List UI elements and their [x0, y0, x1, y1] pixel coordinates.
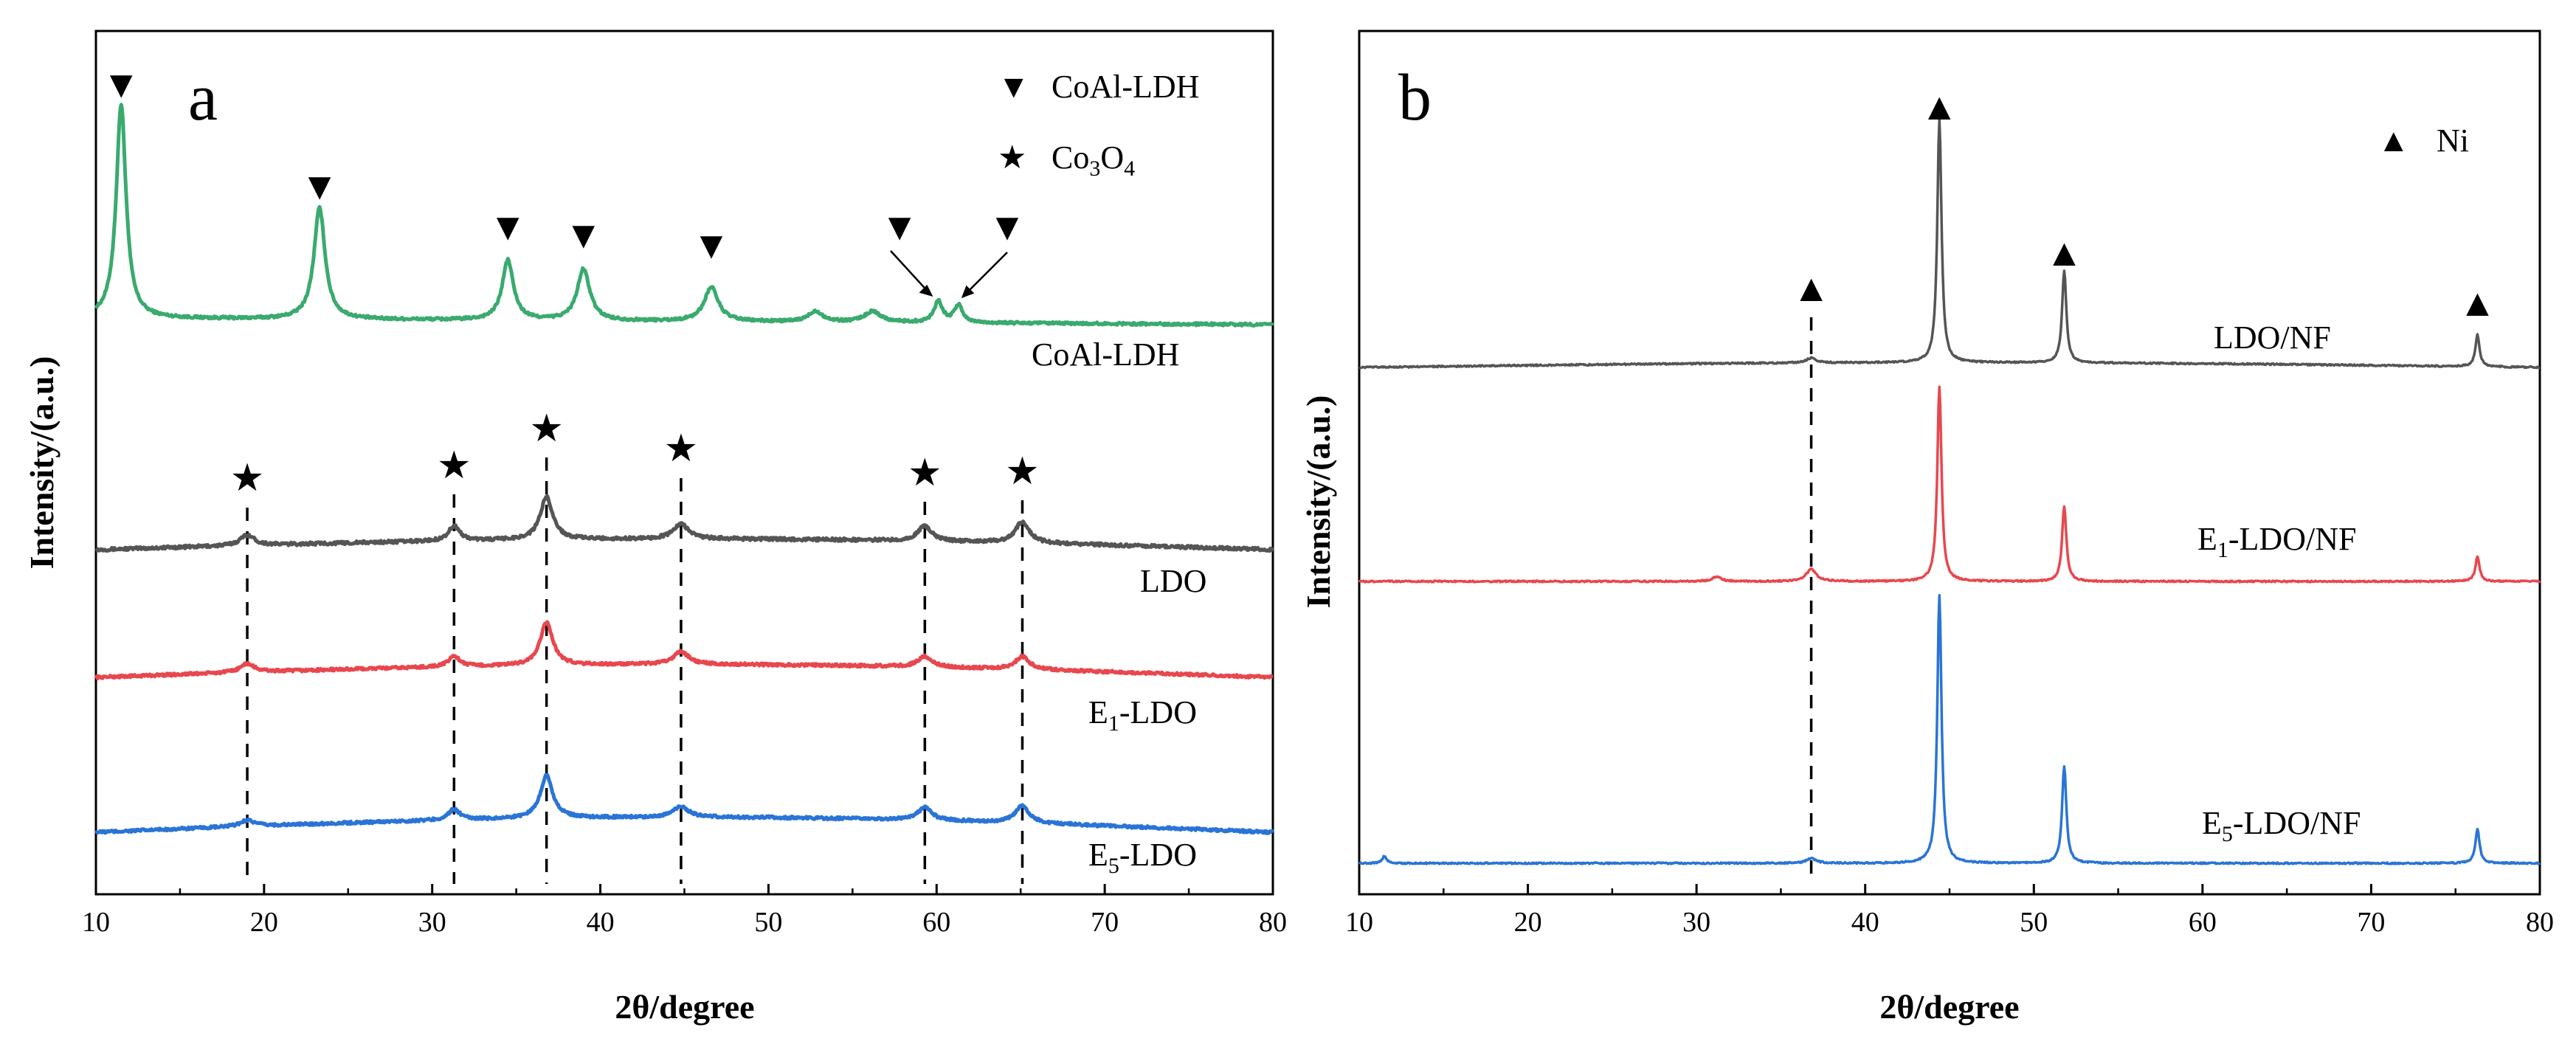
- panel-a-markers: ▼ ▼ ▼ ▼ ▼ ▼ ▼ ★ ★ ★ ★ ★ ★: [102, 64, 1039, 500]
- curve-e1-ldo-nf: [1358, 385, 2541, 584]
- panel-b-xlabel: 2θ/degree: [1879, 988, 2019, 1026]
- xtick-label-40: 40: [1851, 907, 1879, 938]
- label-e5-ldo-nf: E5-LDO/NF: [2202, 805, 2361, 846]
- marker-co3o4-44.8: ★: [664, 428, 699, 470]
- panel-a-legend: ▼ CoAl-LDH ★ Co3O4: [998, 69, 1199, 181]
- xtick-label-30: 30: [418, 907, 446, 938]
- marker-ni-76.3: ▲: [2459, 283, 2496, 325]
- label-e1-ldo: E1-LDO: [1088, 694, 1197, 736]
- panel-a-letter: a: [188, 61, 218, 134]
- panel-b-letter: b: [1398, 61, 1432, 134]
- marker-ni-36.8: ▲: [1792, 268, 1830, 310]
- curve-ldo-nf: [1358, 118, 2541, 370]
- panel-a-peak-arrows: [890, 250, 1008, 299]
- label-coal-ldh: CoAl-LDH: [1032, 336, 1179, 373]
- panel-a-xlabel: 2θ/degree: [615, 988, 754, 1026]
- xtick-label-60: 60: [922, 907, 950, 938]
- marker-coal-ldh-64.2: ▼: [988, 207, 1026, 249]
- xtick-label-60: 60: [2189, 907, 2217, 938]
- panel-b-legend: ▲ Ni: [2378, 122, 2469, 159]
- curve-ldo: [94, 494, 1275, 553]
- panel-b-ylabel: Intensity/(a.u.): [1299, 395, 1337, 609]
- xtick-label-20: 20: [1514, 907, 1542, 938]
- xtick-label-10: 10: [1345, 907, 1373, 938]
- marker-coal-ldh-23.3: ▼: [300, 166, 338, 208]
- marker-co3o4-59.3: ★: [908, 452, 942, 494]
- arrow-right: [962, 252, 1008, 297]
- arrow-left-head: [919, 284, 933, 297]
- panel-b: b ▲ Ni ▲ ▲ ▲ ▲ 10 20 30 40 50 60 70 80 LDO/NF E1-L…: [1299, 30, 2554, 1026]
- marker-coal-ldh-39: ▼: [564, 215, 602, 257]
- xtick-label-10: 10: [82, 907, 110, 938]
- marker-co3o4-65.1: ★: [1005, 451, 1040, 493]
- panel-a: a ▼ CoAl-LDH ★ Co3O4 ▼ ▼ ▼ ▼ ▼ ▼ ▼ ★ ★ ★ ★ ★ ★ 10 20 3…: [23, 30, 1287, 1026]
- legend-ni-label: Ni: [2437, 122, 2469, 159]
- arrow-right-head: [961, 285, 975, 299]
- legend-ni-symbol: ▲: [2378, 122, 2410, 159]
- label-e1-ldo-nf: E1-LDO/NF: [2197, 521, 2356, 562]
- xtick-label-70: 70: [1091, 907, 1119, 938]
- label-e5-ldo: E5-LDO: [1088, 837, 1197, 878]
- marker-coal-ldh-11.5: ▼: [102, 64, 139, 106]
- label-ldo-nf: LDO/NF: [2214, 319, 2331, 356]
- xtick-label-30: 30: [1682, 907, 1710, 938]
- curve-e5-ldo-nf: [1358, 594, 2541, 865]
- marker-co3o4-31.3: ★: [437, 445, 472, 487]
- xtick-label-40: 40: [587, 907, 615, 938]
- marker-coal-ldh-57.8: ▼: [880, 207, 918, 249]
- legend-co3o4-symbol: ★: [998, 139, 1026, 176]
- xtick-label-20: 20: [250, 907, 278, 938]
- marker-ni-51.8: ▲: [2045, 232, 2083, 274]
- panel-a-ylabel: Intensity/(a.u.): [23, 356, 61, 570]
- panel-b-x-axis: 10 20 30 40 50 60 70 80: [1345, 884, 2554, 938]
- marker-ni-44.4: ▲: [1921, 86, 1958, 128]
- xtick-label-70: 70: [2357, 907, 2385, 938]
- legend-co3o4-label: Co3O4: [1052, 139, 1135, 181]
- xtick-label-80: 80: [2526, 907, 2554, 938]
- marker-co3o4-36.8: ★: [529, 408, 564, 450]
- legend-ldh-symbol: ▼: [998, 69, 1030, 105]
- marker-coal-ldh-34.5: ▼: [489, 207, 527, 249]
- panel-a-curves: [94, 103, 1275, 835]
- marker-coal-ldh-46.6: ▼: [692, 225, 730, 267]
- xtick-label-50: 50: [2020, 907, 2048, 938]
- label-ldo: LDO: [1140, 563, 1206, 599]
- legend-ldh-label: CoAl-LDH: [1052, 69, 1199, 105]
- marker-co3o4-19: ★: [230, 457, 265, 500]
- curve-e5-ldo: [94, 773, 1274, 835]
- curve-e1-ldo: [94, 620, 1274, 681]
- xtick-label-50: 50: [754, 907, 782, 938]
- panel-b-frame: [1358, 30, 2541, 896]
- panel-b-curves: [1358, 118, 2541, 865]
- xtick-label-80: 80: [1259, 907, 1287, 938]
- curve-coal-ldh: [94, 103, 1274, 328]
- panel-b-markers: ▲ ▲ ▲ ▲: [1792, 86, 2496, 325]
- panel-a-x-axis: 10 20 30 40 50 60 70 80: [82, 884, 1287, 938]
